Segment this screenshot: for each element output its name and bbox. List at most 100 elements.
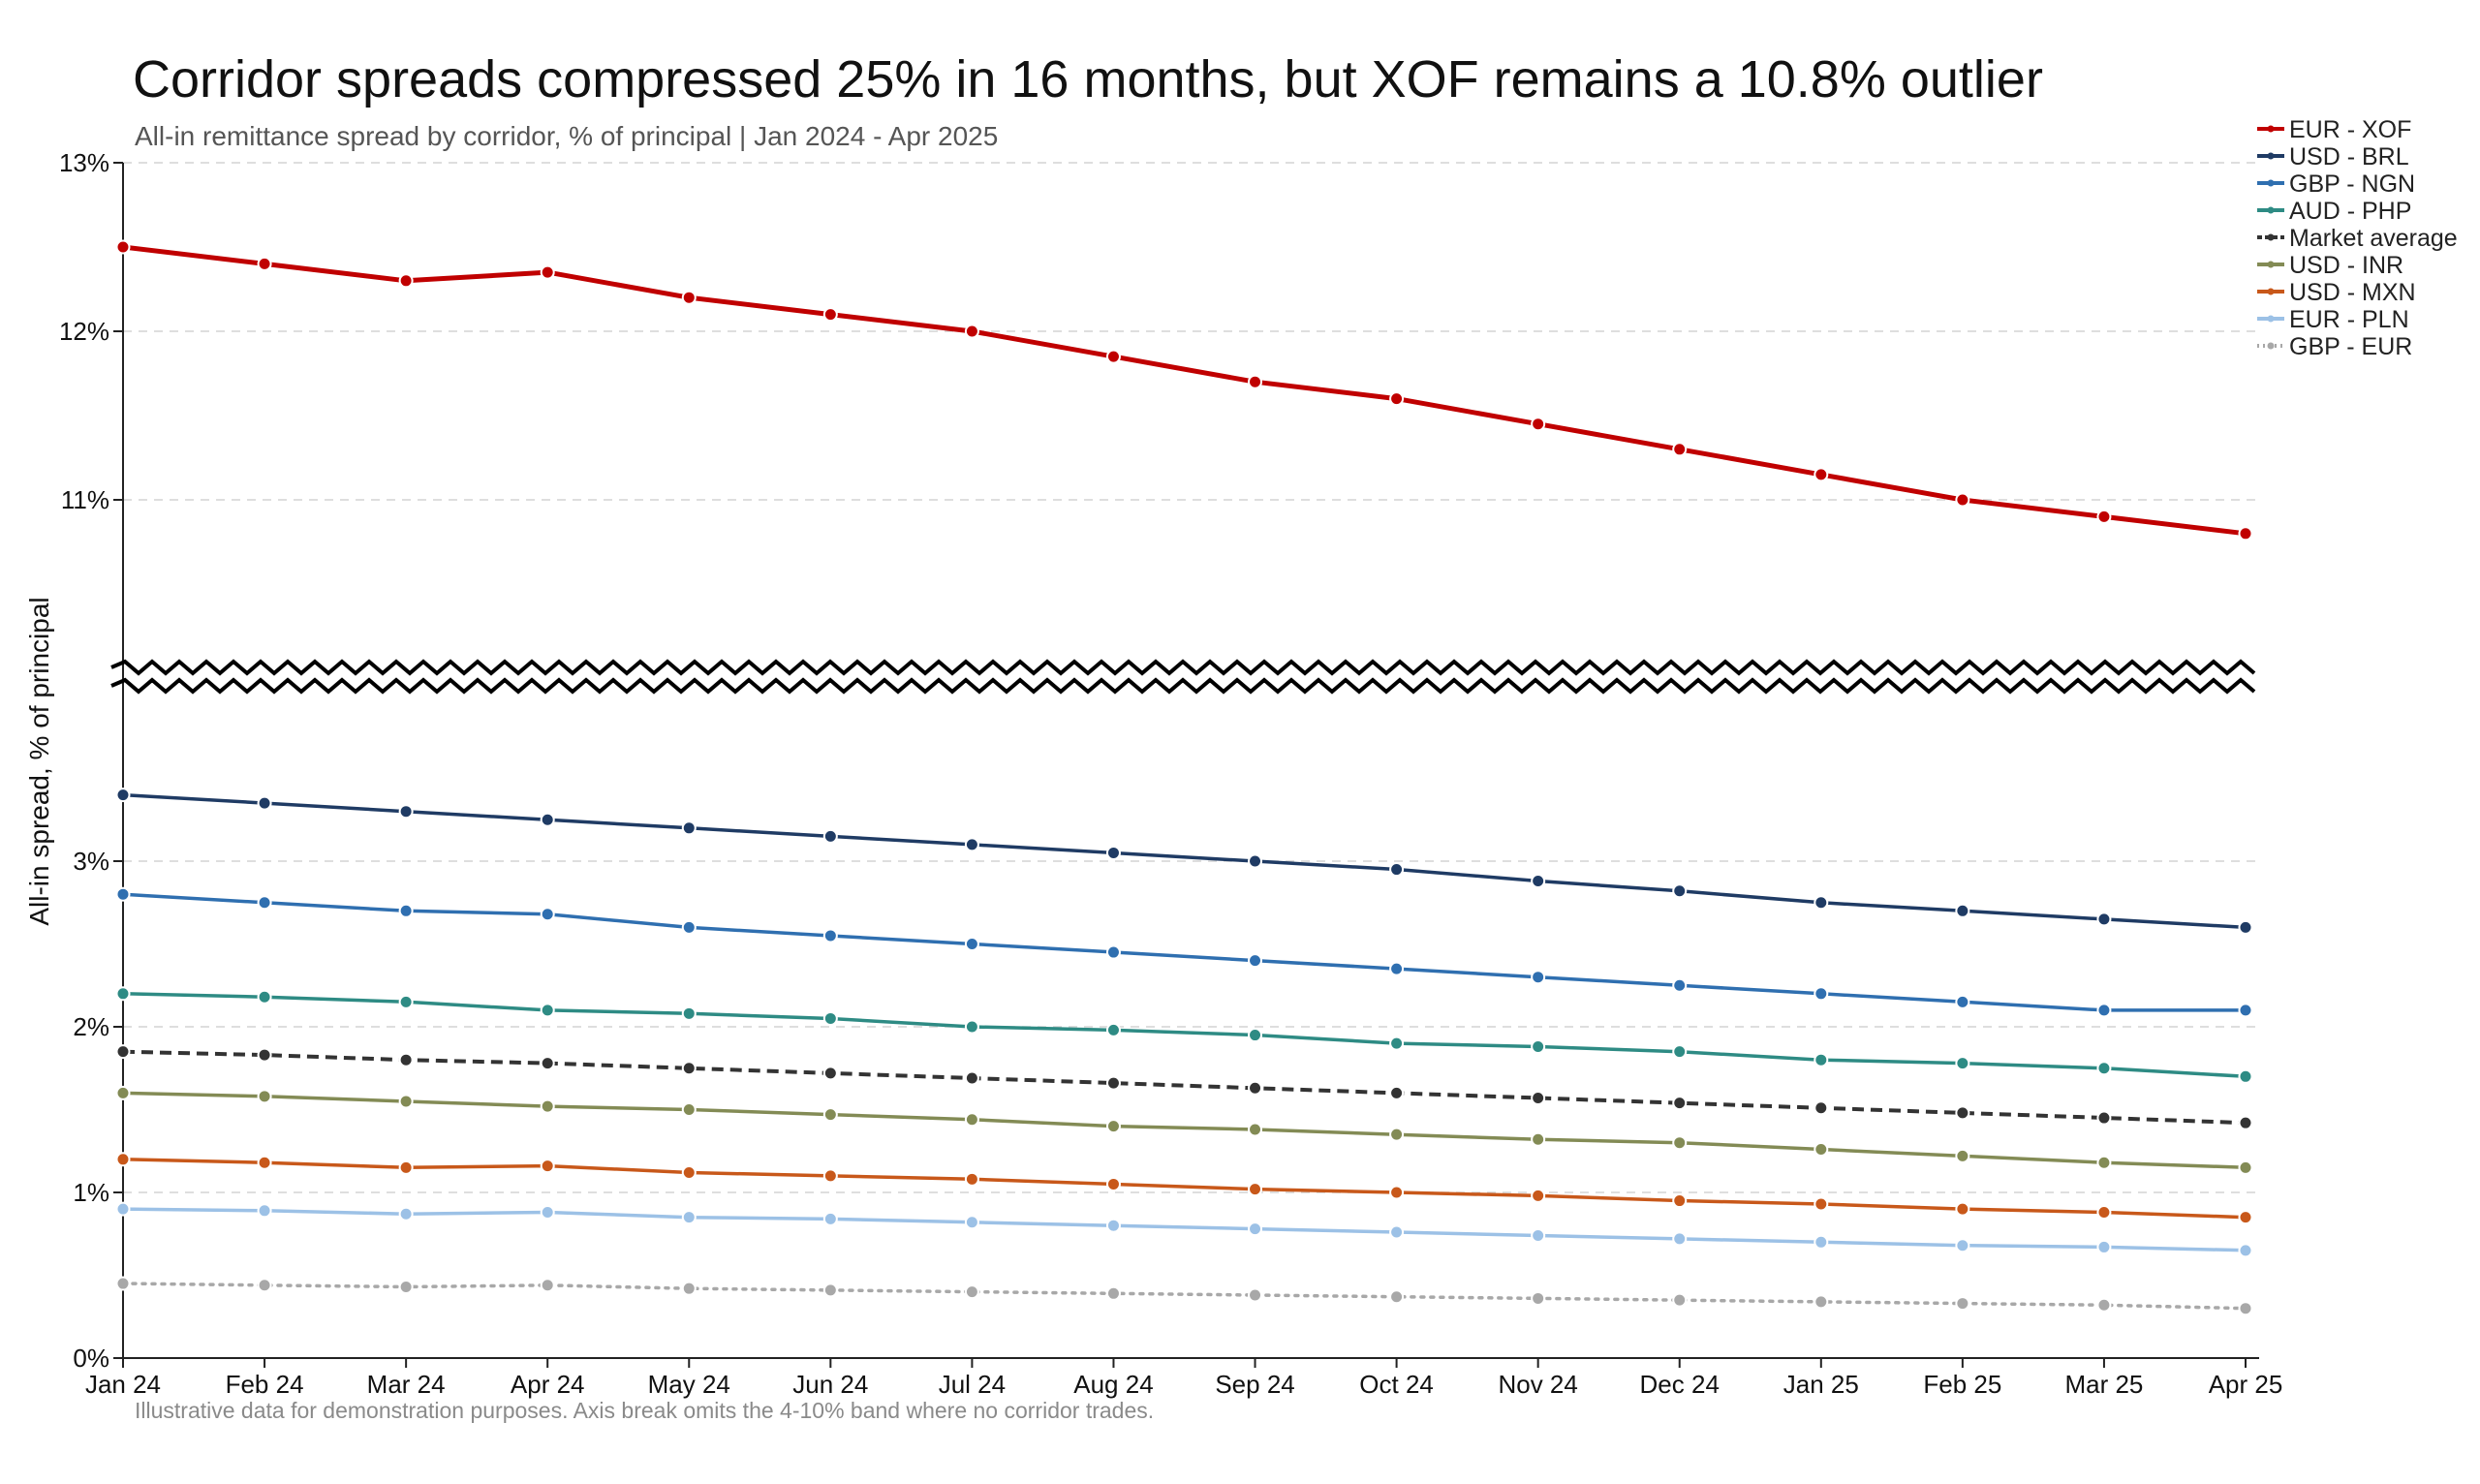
legend-marker [2267,179,2275,187]
data-point [1531,1227,1546,1243]
data-point [681,1102,697,1117]
legend-entry: Market average [2257,225,2458,252]
data-point [540,1098,555,1114]
legend-entry: GBP - NGN [2257,170,2415,198]
y-tick-label: 2% [73,1012,109,1041]
data-point [2096,1297,2112,1313]
data-point [681,1005,697,1021]
data-point [257,1203,272,1219]
data-point [1105,349,1121,364]
data-point [1672,1096,1688,1111]
data-point [1814,1294,1829,1310]
data-point [115,788,131,803]
data-point [964,1284,979,1300]
data-point [2096,1110,2112,1126]
y-tick-label: 13% [59,148,109,177]
legend-label: USD - BRL [2289,143,2409,170]
chart-subtitle: All-in remittance spread by corridor, % … [135,121,998,151]
data-point [1248,953,1263,969]
data-point [540,1003,555,1018]
data-point [681,1210,697,1225]
legend-marker [2267,342,2275,350]
data-point [1814,1100,1829,1116]
data-point [2096,509,2112,524]
legend-label: EUR - XOF [2289,116,2411,143]
data-point [1672,1292,1688,1308]
data-point [257,1047,272,1063]
legend-entry: EUR - XOF [2257,116,2411,143]
x-tick-label: Nov 24 [1498,1370,1577,1399]
series-line [122,1091,2247,1170]
data-point [1248,1182,1263,1197]
data-point [681,1281,697,1296]
data-point [115,986,131,1002]
data-point [2238,919,2253,935]
x-tick-label: Oct 24 [1359,1370,1434,1399]
legend-marker [2267,206,2275,214]
data-point [1389,1185,1405,1200]
data-point [257,989,272,1005]
data-point [1672,1135,1688,1151]
data-point [1814,1052,1829,1067]
legend-label: EUR - PLN [2289,306,2409,333]
data-point [1248,853,1263,869]
data-point [964,1070,979,1086]
x-tick-label: Aug 24 [1073,1370,1153,1399]
data-point [398,994,414,1009]
data-point [1955,903,1970,918]
data-point [2096,912,2112,927]
data-point [1105,1218,1121,1233]
data-point [1955,1105,1970,1121]
series-line [122,892,2246,1012]
data-point [822,928,838,943]
series-line [122,244,2247,537]
data-point [1248,1080,1263,1096]
legend-marker [2267,288,2275,295]
data-point [398,1052,414,1067]
data-point [540,812,555,827]
data-point [1105,1119,1121,1134]
series-market-average [115,1044,2253,1130]
data-point [115,886,131,902]
data-point [115,1085,131,1100]
data-point [398,1159,414,1175]
y-tick-label: 11% [61,485,109,514]
data-point [1389,1036,1405,1051]
legend-entry: USD - BRL [2257,143,2409,170]
data-point [1531,417,1546,432]
data-point [398,1206,414,1221]
data-point [964,837,979,852]
x-tick-label: Mar 24 [367,1370,446,1399]
data-point [822,1107,838,1123]
series-line [122,792,2247,930]
data-point [398,903,414,918]
data-point [1672,1231,1688,1247]
legend-entry: AUD - PHP [2257,198,2411,225]
series-lines [115,239,2253,1316]
legend-marker [2267,152,2275,160]
data-point [398,273,414,289]
data-point [2238,526,2253,541]
legend-marker [2267,315,2275,323]
data-point [1814,1196,1829,1212]
x-tick-label: Sep 24 [1215,1370,1294,1399]
legend-label: USD - INR [2289,252,2403,279]
legend-label: USD - MXN [2289,279,2416,306]
data-point [115,1044,131,1060]
data-point [1389,961,1405,976]
data-point [115,1152,131,1167]
data-point [540,1159,555,1174]
data-point [1672,977,1688,993]
data-point [1389,391,1405,407]
data-point [1105,1176,1121,1191]
data-point [115,1201,131,1217]
data-point [1105,1022,1121,1037]
data-point [2238,1003,2253,1018]
data-point [540,264,555,280]
data-point [964,1215,979,1230]
series-eur-xof [115,239,2253,541]
data-point [398,1094,414,1109]
data-point [1814,986,1829,1002]
data-point [1248,1028,1263,1043]
